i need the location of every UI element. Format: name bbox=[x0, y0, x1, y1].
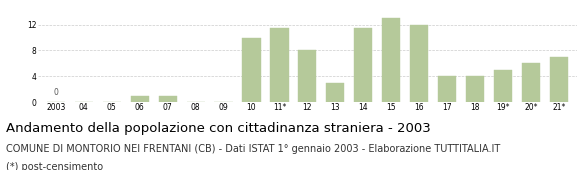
Bar bbox=[410, 25, 428, 102]
Bar bbox=[466, 76, 484, 102]
Text: 0: 0 bbox=[53, 89, 59, 97]
Bar bbox=[438, 76, 456, 102]
Text: (*) post-censimento: (*) post-censimento bbox=[6, 162, 103, 170]
Bar bbox=[270, 28, 288, 102]
Bar bbox=[327, 83, 345, 102]
Bar bbox=[494, 70, 512, 102]
Bar bbox=[522, 63, 540, 102]
Bar bbox=[382, 18, 400, 102]
Bar bbox=[130, 96, 149, 102]
Bar bbox=[298, 50, 317, 102]
Text: Andamento della popolazione con cittadinanza straniera - 2003: Andamento della popolazione con cittadin… bbox=[6, 122, 430, 134]
Bar bbox=[242, 38, 260, 102]
Bar bbox=[354, 28, 372, 102]
Text: COMUNE DI MONTORIO NEI FRENTANI (CB) - Dati ISTAT 1° gennaio 2003 - Elaborazione: COMUNE DI MONTORIO NEI FRENTANI (CB) - D… bbox=[6, 144, 500, 154]
Bar bbox=[550, 57, 568, 102]
Bar bbox=[158, 96, 177, 102]
